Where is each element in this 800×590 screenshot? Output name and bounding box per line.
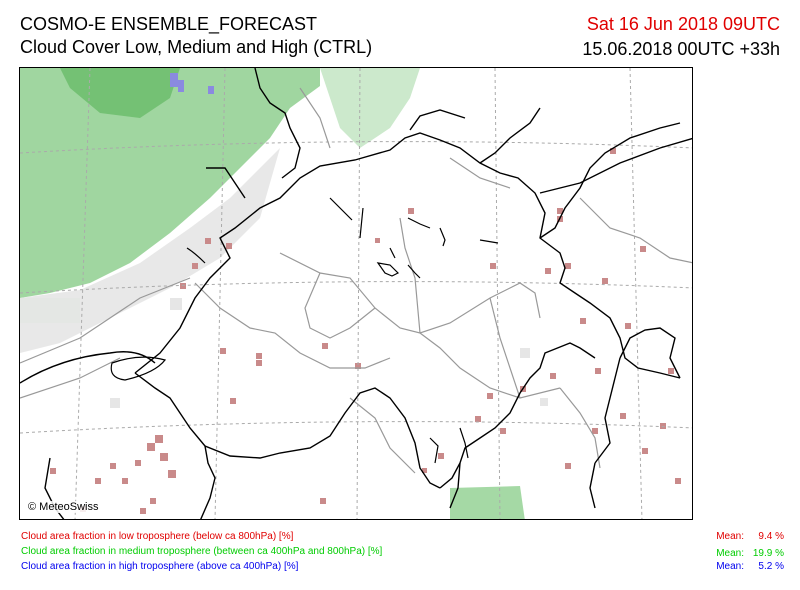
product-subtitle: Cloud Cover Low, Medium and High (CTRL)	[20, 37, 373, 57]
lakes	[110, 197, 499, 464]
thin-cloud-field	[20, 148, 548, 408]
map-grid	[20, 68, 692, 519]
high-cloud-field	[170, 73, 214, 94]
forecast-title: COSMO-E ENSEMBLE_FORECAST	[20, 14, 318, 34]
mean-low-clouds: Mean: 9.4 %	[716, 531, 784, 543]
legend-high-clouds: Cloud area fraction in high troposphere …	[21, 561, 299, 572]
mean-medium-value: 19.9 %	[752, 548, 784, 559]
legend-low-clouds: Cloud area fraction in low troposphere (…	[21, 531, 294, 542]
mean-low-label: Mean:	[716, 531, 744, 542]
national-borders	[20, 68, 692, 519]
map-panel: © MeteoSwiss	[19, 67, 693, 520]
mean-medium-clouds: Mean: 19.9 %	[716, 548, 784, 560]
legend-medium-clouds: Cloud area fraction in medium tropospher…	[21, 546, 383, 557]
mean-high-label: Mean:	[716, 561, 744, 572]
region-boundaries	[20, 87, 692, 474]
mean-high-clouds: Mean: 5.2 %	[716, 561, 784, 573]
init-time-leadtime: 15.06.2018 00UTC +33h	[582, 39, 780, 59]
copyright-label: © MeteoSwiss	[26, 501, 101, 513]
mean-low-value: 9.4 %	[758, 531, 784, 542]
medium-cloud-field	[20, 68, 525, 519]
cloud-cover-map	[20, 68, 692, 519]
valid-time: Sat 16 Jun 2018 09UTC	[586, 14, 780, 34]
mean-medium-label: Mean:	[716, 548, 744, 559]
mean-high-value: 5.2 %	[758, 561, 784, 572]
